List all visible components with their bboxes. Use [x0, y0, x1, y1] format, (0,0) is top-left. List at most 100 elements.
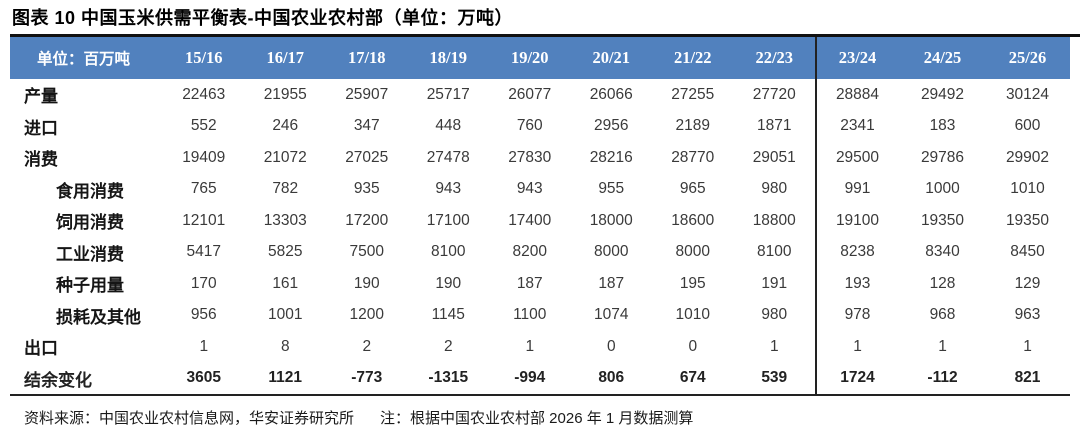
cell-value: 1: [199, 337, 209, 355]
cell-value: 8450: [1010, 243, 1045, 261]
cell-value: 246: [272, 117, 299, 135]
row-label: 饲用消费: [56, 213, 124, 233]
year-column-header: 19/20: [510, 48, 549, 67]
year-column-header: 18/19: [429, 48, 468, 67]
cell-value: 19409: [182, 148, 226, 166]
cell-value: 190: [353, 274, 380, 292]
cell-value: 29786: [920, 148, 965, 166]
cell-value: 18000: [589, 211, 633, 229]
cell-value: 347: [353, 117, 380, 135]
figure-title: 图表 10 中国玉米供需平衡表-中国农业农村部（单位：万吨）: [12, 8, 514, 28]
cell-value: 12101: [182, 211, 226, 229]
forecast-divider-line: [815, 37, 817, 394]
year-column-header: 25/26: [1008, 48, 1047, 67]
cell-value: 1001: [268, 306, 303, 324]
cell-value: 1010: [1010, 180, 1045, 198]
year-column-header: 23/24: [838, 48, 877, 67]
cell-value: 187: [598, 274, 625, 292]
cell-value: 8000: [594, 243, 629, 261]
row-label: 进口: [24, 118, 58, 138]
cell-value: 27720: [752, 85, 796, 103]
cell-value: 943: [435, 180, 462, 198]
cell-value: 191: [761, 274, 788, 292]
cell-value: 21072: [263, 148, 307, 166]
cell-value: 956: [190, 306, 217, 324]
cell-value: 190: [435, 274, 462, 292]
unit-label: 单位：百万吨: [37, 51, 131, 68]
cell-value: 170: [190, 274, 217, 292]
cell-value: 782: [272, 180, 299, 198]
cell-value: 8100: [431, 243, 466, 261]
cell-value: 22463: [182, 85, 226, 103]
cell-value: 29500: [835, 148, 880, 166]
table-header-row: 单位：百万吨 15/16 16/17 17/18 18/19 19/20 20/21 21/2…: [10, 37, 1070, 79]
table-row: 工业消费 5417 5825 7500 8100 8200 8000 8000 8100 8238…: [10, 237, 1070, 269]
cell-value: 17400: [508, 211, 552, 229]
cell-value: 539: [761, 369, 788, 387]
cell-value: 674: [679, 369, 706, 387]
cell-value: 2: [443, 337, 453, 355]
table-row: 产量 22463 21955 25907 25717 26077 26066 27255 277…: [10, 79, 1070, 111]
cell-value: 1000: [925, 180, 960, 198]
cell-value: 25717: [426, 85, 470, 103]
cell-value: 0: [606, 337, 616, 355]
row-label: 结余变化: [24, 370, 92, 390]
cell-value: 28216: [589, 148, 633, 166]
cell-value: 1010: [675, 306, 710, 324]
cell-value: 8340: [925, 243, 960, 261]
cell-value: 183: [929, 117, 956, 135]
year-column-header: 24/25: [923, 48, 962, 67]
cell-value: 935: [353, 180, 380, 198]
table-row: 损耗及其他 956 1001 1200 1145 1100 1074 1010 980 978 96…: [10, 300, 1070, 332]
year-column-header: 20/21: [592, 48, 631, 67]
cell-value: 129: [1014, 274, 1041, 292]
cell-value: 968: [929, 306, 956, 324]
cell-value: 1724: [840, 369, 875, 387]
cell-value: 8: [280, 337, 290, 355]
cell-value: -773: [351, 369, 383, 387]
cell-value: 195: [679, 274, 706, 292]
cell-value: -1315: [428, 369, 469, 387]
cell-value: 19100: [835, 211, 880, 229]
cell-value: 8000: [675, 243, 710, 261]
cell-value: 26077: [508, 85, 552, 103]
cell-value: 1871: [757, 117, 792, 135]
cell-value: 1145: [431, 306, 465, 324]
cell-value: 760: [516, 117, 543, 135]
cell-value: 2956: [594, 117, 629, 135]
cell-value: 13303: [263, 211, 307, 229]
cell-value: 7500: [349, 243, 384, 261]
table-row: 种子用量 170 161 190 190 187 187 195 191 193 128 129: [10, 268, 1070, 300]
cell-value: 955: [598, 180, 625, 198]
cell-value: 2189: [675, 117, 710, 135]
cell-value: 27478: [426, 148, 470, 166]
cell-value: 29051: [752, 148, 796, 166]
cell-value: 1100: [513, 306, 547, 324]
cell-value: 1: [853, 337, 862, 355]
cell-value: 5825: [268, 243, 303, 261]
cell-value: 963: [1014, 306, 1041, 324]
cell-value: 29902: [1005, 148, 1050, 166]
cell-value: 161: [272, 274, 299, 292]
cell-value: 978: [844, 306, 871, 324]
cell-value: 8200: [512, 243, 547, 261]
cell-value: 980: [761, 306, 788, 324]
cell-value: 1200: [349, 306, 384, 324]
cell-value: -994: [514, 369, 546, 387]
cell-value: 27255: [671, 85, 715, 103]
cell-value: 806: [598, 369, 625, 387]
cell-value: 600: [1014, 117, 1041, 135]
cell-value: 1: [938, 337, 947, 355]
cell-value: 193: [844, 274, 871, 292]
year-column-header: 21/22: [673, 48, 712, 67]
row-label: 出口: [24, 339, 58, 359]
cell-value: 27025: [345, 148, 389, 166]
cell-value: 19350: [1005, 211, 1050, 229]
cell-value: 17100: [426, 211, 470, 229]
year-column-header: 22/23: [755, 48, 794, 67]
cell-value: 8238: [840, 243, 875, 261]
cell-value: 28884: [835, 85, 880, 103]
table-body: 产量 22463 21955 25907 25717 26077 26066 27255 277…: [10, 79, 1070, 394]
source-note: 资料来源：中国农业农村信息网，华安证券研究所: [24, 410, 355, 427]
cell-value: 552: [190, 117, 217, 135]
